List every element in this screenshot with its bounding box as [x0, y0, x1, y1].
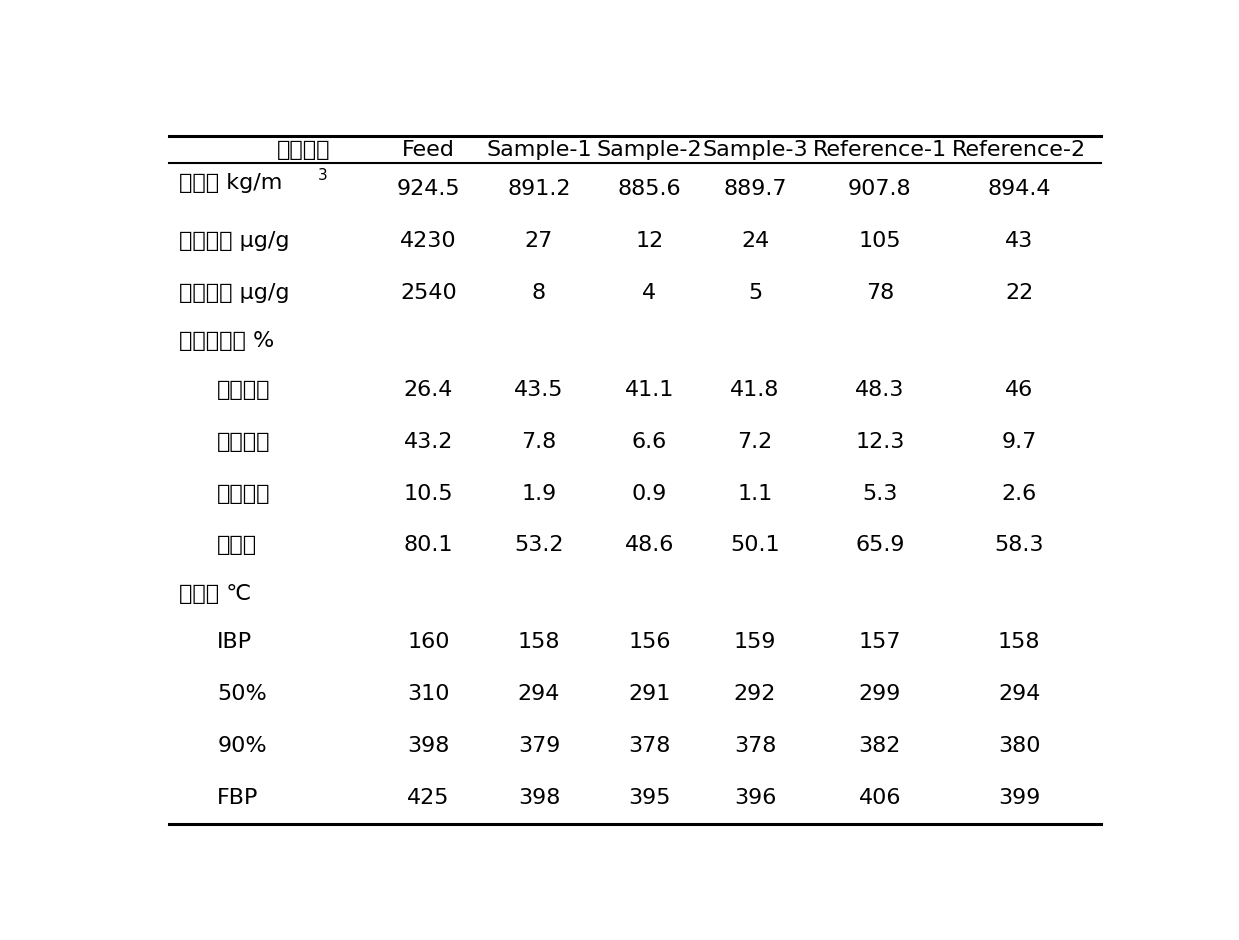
Text: 46: 46 — [1005, 380, 1033, 400]
Text: 907.8: 907.8 — [847, 180, 912, 199]
Text: 891.2: 891.2 — [507, 180, 571, 199]
Text: 2.6: 2.6 — [1001, 483, 1037, 504]
Text: Reference-2: Reference-2 — [952, 140, 1087, 160]
Text: 398: 398 — [518, 788, 560, 807]
Text: 50%: 50% — [217, 683, 268, 704]
Text: 41.1: 41.1 — [624, 380, 674, 400]
Text: 90%: 90% — [217, 736, 266, 756]
Text: 4: 4 — [642, 283, 657, 304]
Text: Sample-2: Sample-2 — [596, 140, 703, 160]
Text: 378: 378 — [733, 736, 776, 756]
Text: 密度， kg/m: 密度， kg/m — [178, 174, 282, 194]
Text: Sample-3: Sample-3 — [703, 140, 808, 160]
Text: 0.9: 0.9 — [632, 483, 667, 504]
Text: 382: 382 — [859, 736, 901, 756]
Text: 24: 24 — [741, 231, 769, 251]
Text: 395: 395 — [628, 788, 670, 807]
Text: 43.2: 43.2 — [404, 431, 453, 451]
Text: Reference-1: Reference-1 — [813, 140, 947, 160]
Text: 406: 406 — [859, 788, 901, 807]
Text: 芳烃组成， %: 芳烃组成， % — [178, 332, 274, 352]
Text: 160: 160 — [408, 632, 450, 651]
Text: 294: 294 — [518, 683, 560, 704]
Text: 310: 310 — [408, 683, 450, 704]
Text: 12: 12 — [636, 231, 664, 251]
Text: 425: 425 — [408, 788, 450, 807]
Text: 380: 380 — [997, 736, 1041, 756]
Text: 299: 299 — [859, 683, 901, 704]
Text: 291: 291 — [628, 683, 670, 704]
Text: IBP: IBP — [217, 632, 253, 651]
Text: 5.3: 5.3 — [862, 483, 897, 504]
Text: 294: 294 — [997, 683, 1041, 704]
Text: 1.9: 1.9 — [522, 483, 556, 504]
Text: 48.3: 48.3 — [855, 380, 904, 400]
Text: 43.5: 43.5 — [514, 380, 564, 400]
Text: 1.1: 1.1 — [737, 483, 773, 504]
Text: 5: 5 — [748, 283, 762, 304]
Text: 48.6: 48.6 — [624, 536, 674, 556]
Text: 53.2: 53.2 — [514, 536, 564, 556]
Text: 双环芳烃: 双环芳烃 — [217, 431, 271, 451]
Text: 7.2: 7.2 — [737, 431, 773, 451]
Text: 41.8: 41.8 — [730, 380, 779, 400]
Text: 80.1: 80.1 — [404, 536, 453, 556]
Text: 2540: 2540 — [400, 283, 457, 304]
Text: 12.3: 12.3 — [855, 431, 904, 451]
Text: 292: 292 — [733, 683, 776, 704]
Text: 78: 78 — [866, 283, 895, 304]
Text: 硬含量， μg/g: 硬含量， μg/g — [178, 231, 290, 251]
Text: 3: 3 — [318, 168, 328, 183]
Text: 三环芳烃: 三环芳烃 — [217, 483, 271, 504]
Text: 105: 105 — [859, 231, 901, 251]
Text: 396: 396 — [733, 788, 776, 807]
Text: 氮含量， μg/g: 氮含量， μg/g — [178, 283, 290, 304]
Text: 4230: 4230 — [400, 231, 457, 251]
Text: 159: 159 — [733, 632, 777, 651]
Text: 7.8: 7.8 — [522, 431, 556, 451]
Text: 43: 43 — [1005, 231, 1033, 251]
Text: Feed: Feed — [403, 140, 455, 160]
Text: 399: 399 — [997, 788, 1041, 807]
Text: 单环芳烃: 单环芳烃 — [217, 380, 271, 400]
Text: 27: 27 — [525, 231, 553, 251]
Text: 8: 8 — [532, 283, 546, 304]
Text: 6.6: 6.6 — [632, 431, 667, 451]
Text: 22: 22 — [1005, 283, 1033, 304]
Text: 885.6: 885.6 — [617, 180, 681, 199]
Text: 分析项目: 分析项目 — [278, 140, 331, 160]
Text: 158: 158 — [997, 632, 1041, 651]
Text: 26.4: 26.4 — [404, 380, 453, 400]
Text: 65.9: 65.9 — [855, 536, 904, 556]
Text: 924.5: 924.5 — [396, 180, 461, 199]
Text: 157: 157 — [859, 632, 901, 651]
Text: 50.1: 50.1 — [730, 536, 779, 556]
Text: 10.5: 10.5 — [404, 483, 453, 504]
Text: FBP: FBP — [217, 788, 259, 807]
Text: 158: 158 — [518, 632, 560, 651]
Text: 379: 379 — [518, 736, 560, 756]
Text: 58.3: 58.3 — [995, 536, 1043, 556]
Text: 9.7: 9.7 — [1001, 431, 1037, 451]
Text: Sample-1: Sample-1 — [486, 140, 592, 160]
Text: 总芳烃: 总芳烃 — [217, 536, 258, 556]
Text: 馏程， ℃: 馏程， ℃ — [178, 584, 252, 603]
Text: 378: 378 — [628, 736, 670, 756]
Text: 889.7: 889.7 — [724, 180, 787, 199]
Text: 894.4: 894.4 — [987, 180, 1051, 199]
Text: 156: 156 — [628, 632, 670, 651]
Text: 398: 398 — [408, 736, 450, 756]
